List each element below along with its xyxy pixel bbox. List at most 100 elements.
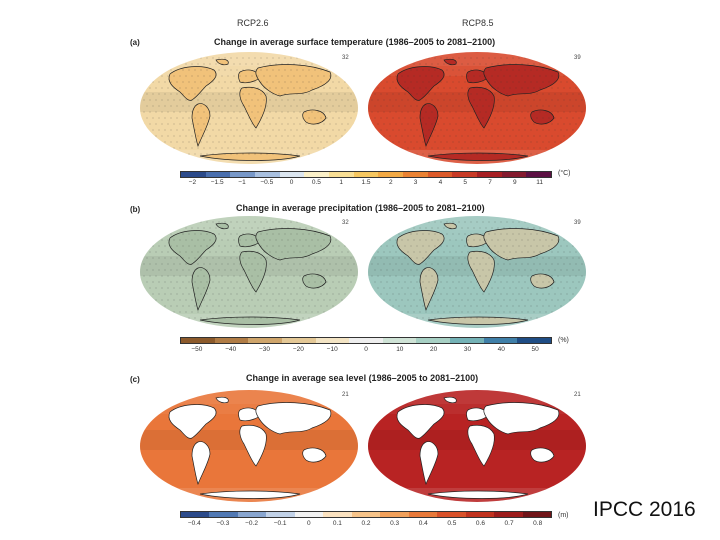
latitude-band bbox=[140, 52, 358, 66]
panel-a-title: Change in average surface temperature (1… bbox=[214, 37, 496, 47]
colorbar-tick-label: −1.5 bbox=[210, 179, 224, 186]
colorbar-swatch bbox=[255, 172, 280, 177]
continent-outline bbox=[466, 407, 489, 422]
colorbar-tick-label: −30 bbox=[259, 346, 271, 353]
scenario-label-rcp26: RCP2.6 bbox=[237, 18, 269, 28]
panel-b-title: Change in average precipitation (1986–20… bbox=[236, 203, 485, 213]
colorbar-tick-label: −0.3 bbox=[216, 520, 230, 527]
latitude-band bbox=[368, 390, 586, 404]
colorbar-tick-label: 10 bbox=[396, 346, 404, 353]
colorbar-swatch bbox=[465, 512, 495, 517]
continent-outline bbox=[168, 404, 217, 439]
colorbar-swatch bbox=[380, 512, 409, 517]
continent-outline bbox=[396, 66, 445, 101]
continent-outline bbox=[419, 267, 439, 312]
continent-outline bbox=[467, 250, 495, 293]
colorbar-tick-label: −40 bbox=[225, 346, 237, 353]
panel-b-rcp85-map bbox=[368, 216, 586, 328]
colorbar-swatch bbox=[437, 512, 466, 517]
panel-b-label: (b) bbox=[130, 205, 141, 214]
colorbar-tick-label: 4 bbox=[438, 179, 443, 186]
colorbar-tick-label: 20 bbox=[430, 346, 438, 353]
colorbar-tick-label: 1 bbox=[339, 179, 343, 186]
panel-c-ticks: −0.4 −0.3 −0.2 −0.1 0 0.1 0.2 0.3 0.4 0.5 0.6 0.7 0.… bbox=[180, 520, 552, 530]
colorbar-tick-label: −0.5 bbox=[260, 179, 274, 186]
continent-outline bbox=[396, 230, 445, 265]
continent-outline bbox=[466, 69, 489, 84]
colorbar-swatch bbox=[181, 338, 215, 343]
continent-outline bbox=[239, 86, 267, 129]
panel-c-colorbar bbox=[180, 511, 552, 518]
colorbar-swatch bbox=[237, 512, 267, 517]
continent-outline bbox=[302, 447, 327, 463]
colorbar-swatch bbox=[279, 172, 305, 177]
continent-outline bbox=[168, 66, 217, 101]
continent-outline bbox=[255, 402, 332, 435]
colorbar-tick-label: 0.8 bbox=[533, 520, 543, 527]
colorbar-swatch bbox=[382, 338, 417, 343]
colorbar-tick-label: 1.5 bbox=[361, 179, 371, 186]
colorbar-swatch bbox=[329, 172, 354, 177]
colorbar-swatch bbox=[323, 512, 352, 517]
continent-outline bbox=[443, 396, 457, 404]
colorbar-tick-label: −10 bbox=[326, 346, 338, 353]
continent-outline bbox=[530, 273, 555, 289]
colorbar-swatch bbox=[483, 338, 518, 343]
colorbar-swatch bbox=[230, 172, 256, 177]
panel-c-rcp85-map bbox=[368, 390, 586, 502]
latitude-band bbox=[368, 52, 586, 66]
panel-a-rcp26-map bbox=[140, 52, 358, 164]
colorbar-tick-label: 50 bbox=[531, 346, 539, 353]
continent-outline bbox=[302, 273, 327, 289]
continent-outline bbox=[199, 490, 301, 499]
colorbar-tick-label: 0 bbox=[364, 346, 368, 353]
colorbar-swatch bbox=[181, 172, 206, 177]
latitude-band bbox=[368, 216, 586, 230]
colorbar-tick-label: 0 bbox=[289, 179, 294, 186]
colorbar-swatch bbox=[281, 338, 316, 343]
panel-b-colorbar bbox=[180, 337, 552, 344]
continent-outline bbox=[239, 250, 267, 293]
continent-outline bbox=[530, 447, 555, 463]
colorbar-tick-label: 0.6 bbox=[475, 520, 485, 527]
colorbar-swatch bbox=[315, 338, 350, 343]
continent-outline bbox=[215, 396, 229, 404]
colorbar-tick-label: −0.2 bbox=[245, 520, 258, 527]
latitude-band bbox=[140, 390, 358, 404]
continent-outline bbox=[191, 267, 211, 312]
colorbar-tick-label: −20 bbox=[292, 346, 304, 353]
panel-b-unit: (%) bbox=[558, 337, 569, 344]
panel-a-unit: (°C) bbox=[558, 170, 571, 177]
colorbar-tick-label: 0 bbox=[306, 520, 311, 527]
panel-a-right-count: 39 bbox=[574, 55, 581, 61]
continent-outline bbox=[467, 86, 495, 129]
continent-outline bbox=[419, 441, 439, 486]
colorbar-swatch bbox=[452, 172, 478, 177]
colorbar-tick-label: 0.5 bbox=[447, 520, 457, 527]
panel-b-left-count: 32 bbox=[342, 220, 349, 226]
continent-outline bbox=[199, 152, 301, 161]
colorbar-swatch bbox=[427, 172, 453, 177]
continent-outline bbox=[530, 109, 555, 125]
continent-outline bbox=[238, 233, 261, 248]
colorbar-swatch bbox=[517, 338, 552, 343]
colorbar-swatch bbox=[408, 512, 438, 517]
colorbar-swatch bbox=[378, 172, 404, 177]
continent-outline bbox=[427, 152, 529, 161]
colorbar-swatch bbox=[349, 338, 383, 343]
colorbar-swatch bbox=[494, 512, 523, 517]
colorbar-swatch bbox=[477, 172, 502, 177]
colorbar-swatch bbox=[522, 512, 552, 517]
panel-c-right-count: 21 bbox=[574, 392, 581, 398]
colorbar-swatch bbox=[501, 172, 527, 177]
colorbar-swatch bbox=[209, 512, 238, 517]
continent-outline bbox=[238, 407, 261, 422]
colorbar-tick-label: 0.2 bbox=[361, 520, 371, 527]
continent-outline bbox=[396, 404, 445, 439]
continent-outline bbox=[419, 103, 439, 148]
continent-outline bbox=[191, 103, 211, 148]
continent-outline bbox=[467, 424, 495, 467]
source-credit: IPCC 2016 bbox=[593, 498, 696, 521]
colorbar-swatch bbox=[214, 338, 249, 343]
panel-a-rcp85-map bbox=[368, 52, 586, 164]
